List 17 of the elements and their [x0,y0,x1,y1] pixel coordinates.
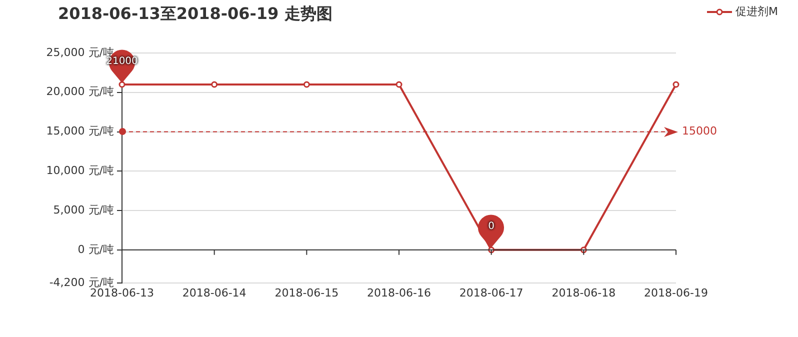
y-tick-label: 0 元/吨 [78,242,114,256]
y-tick-label: 15,000 元/吨 [46,124,114,138]
x-tick-label: 2018-06-18 [552,286,616,300]
x-tick-label: 2018-06-13 [90,286,154,300]
x-tick-label: 2018-06-17 [459,286,524,300]
y-tick-label: 5,000 元/吨 [53,203,114,216]
x-tick-label: 2018-06-14 [182,286,246,300]
x-tick-label: 2018-06-16 [367,286,431,300]
x-tick-label: 2018-06-15 [274,286,339,300]
annotation: 0 [487,220,496,232]
y-tick-label: -4,200 元/吨 [49,276,114,289]
x-tick-label: 2018-06-19 [644,286,708,300]
legend-label: 促进剂M [736,4,778,19]
y-tick-label: 10,000 元/吨 [46,164,114,178]
ref-line-label: 15000 [682,124,717,138]
y-tick-label: 20,000 元/吨 [46,85,114,98]
chart-title: 2018-06-13至2018-06-19 走势图 [58,4,332,25]
